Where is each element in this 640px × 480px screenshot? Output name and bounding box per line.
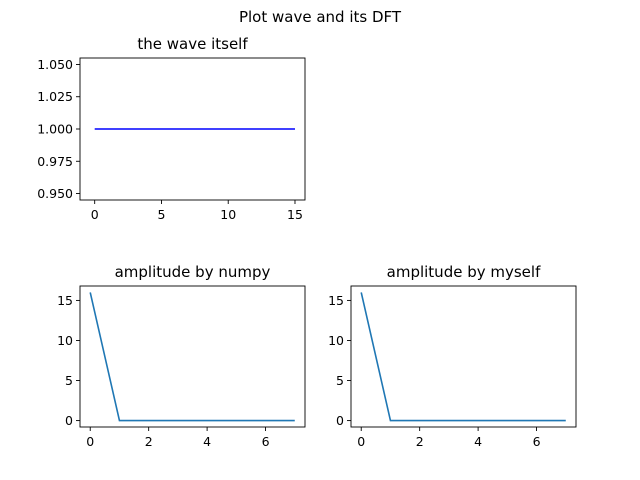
x-tick-label-numpy: 0 [86, 434, 94, 449]
subplot-numpy-amplitude: amplitude by numpy 0 2 4 6 0 5 10 15 [57, 263, 306, 449]
y-tick-label-myself: 10 [328, 333, 344, 348]
x-tick-label-wave: 15 [287, 207, 303, 222]
x-tick-label-wave: 5 [157, 207, 165, 222]
y-tick-label-wave: 0.975 [37, 154, 73, 169]
y-tick-label-myself: 15 [328, 293, 344, 308]
plot-area-numpy [79, 285, 306, 428]
y-tick-label-numpy: 15 [57, 293, 73, 308]
y-tick-label-wave: 1.000 [37, 122, 73, 137]
x-tick-label-myself: 0 [357, 434, 365, 449]
y-tick-label-wave: 0.950 [37, 186, 73, 201]
subplot-myself-amplitude: amplitude by myself 0 2 4 6 0 5 10 15 [328, 263, 577, 449]
subplot-wave-title: the wave itself [137, 35, 248, 53]
x-tick-label-myself: 6 [533, 434, 541, 449]
y-tick-label-numpy: 5 [65, 373, 73, 388]
x-tick-label-myself: 4 [474, 434, 482, 449]
x-tick-label-numpy: 6 [262, 434, 270, 449]
y-tick-label-numpy: 10 [57, 333, 73, 348]
y-tick-label-myself: 5 [336, 373, 344, 388]
y-tick-label-wave: 1.050 [37, 57, 73, 72]
figure-title: Plot wave and its DFT [239, 8, 402, 26]
y-tick-label-numpy: 0 [65, 413, 73, 428]
series-line-numpy [89, 292, 295, 422]
x-tick-label-numpy: 4 [203, 434, 211, 449]
y-tick-label-wave: 1.025 [37, 89, 73, 104]
y-tick-label-myself: 0 [336, 413, 344, 428]
x-tick-label-wave: 10 [220, 207, 236, 222]
x-tick-label-wave: 0 [91, 207, 99, 222]
x-tick-label-numpy: 2 [145, 434, 153, 449]
plot-area-myself [350, 285, 577, 428]
x-tick-label-myself: 2 [416, 434, 424, 449]
series-line-myself [360, 292, 566, 422]
subplot-wave: the wave itself 0 5 10 15 0.950 0.975 1.000 1.0… [37, 35, 306, 222]
subplot-numpy-title: amplitude by numpy [115, 263, 271, 281]
subplot-myself-title: amplitude by myself [387, 263, 541, 281]
